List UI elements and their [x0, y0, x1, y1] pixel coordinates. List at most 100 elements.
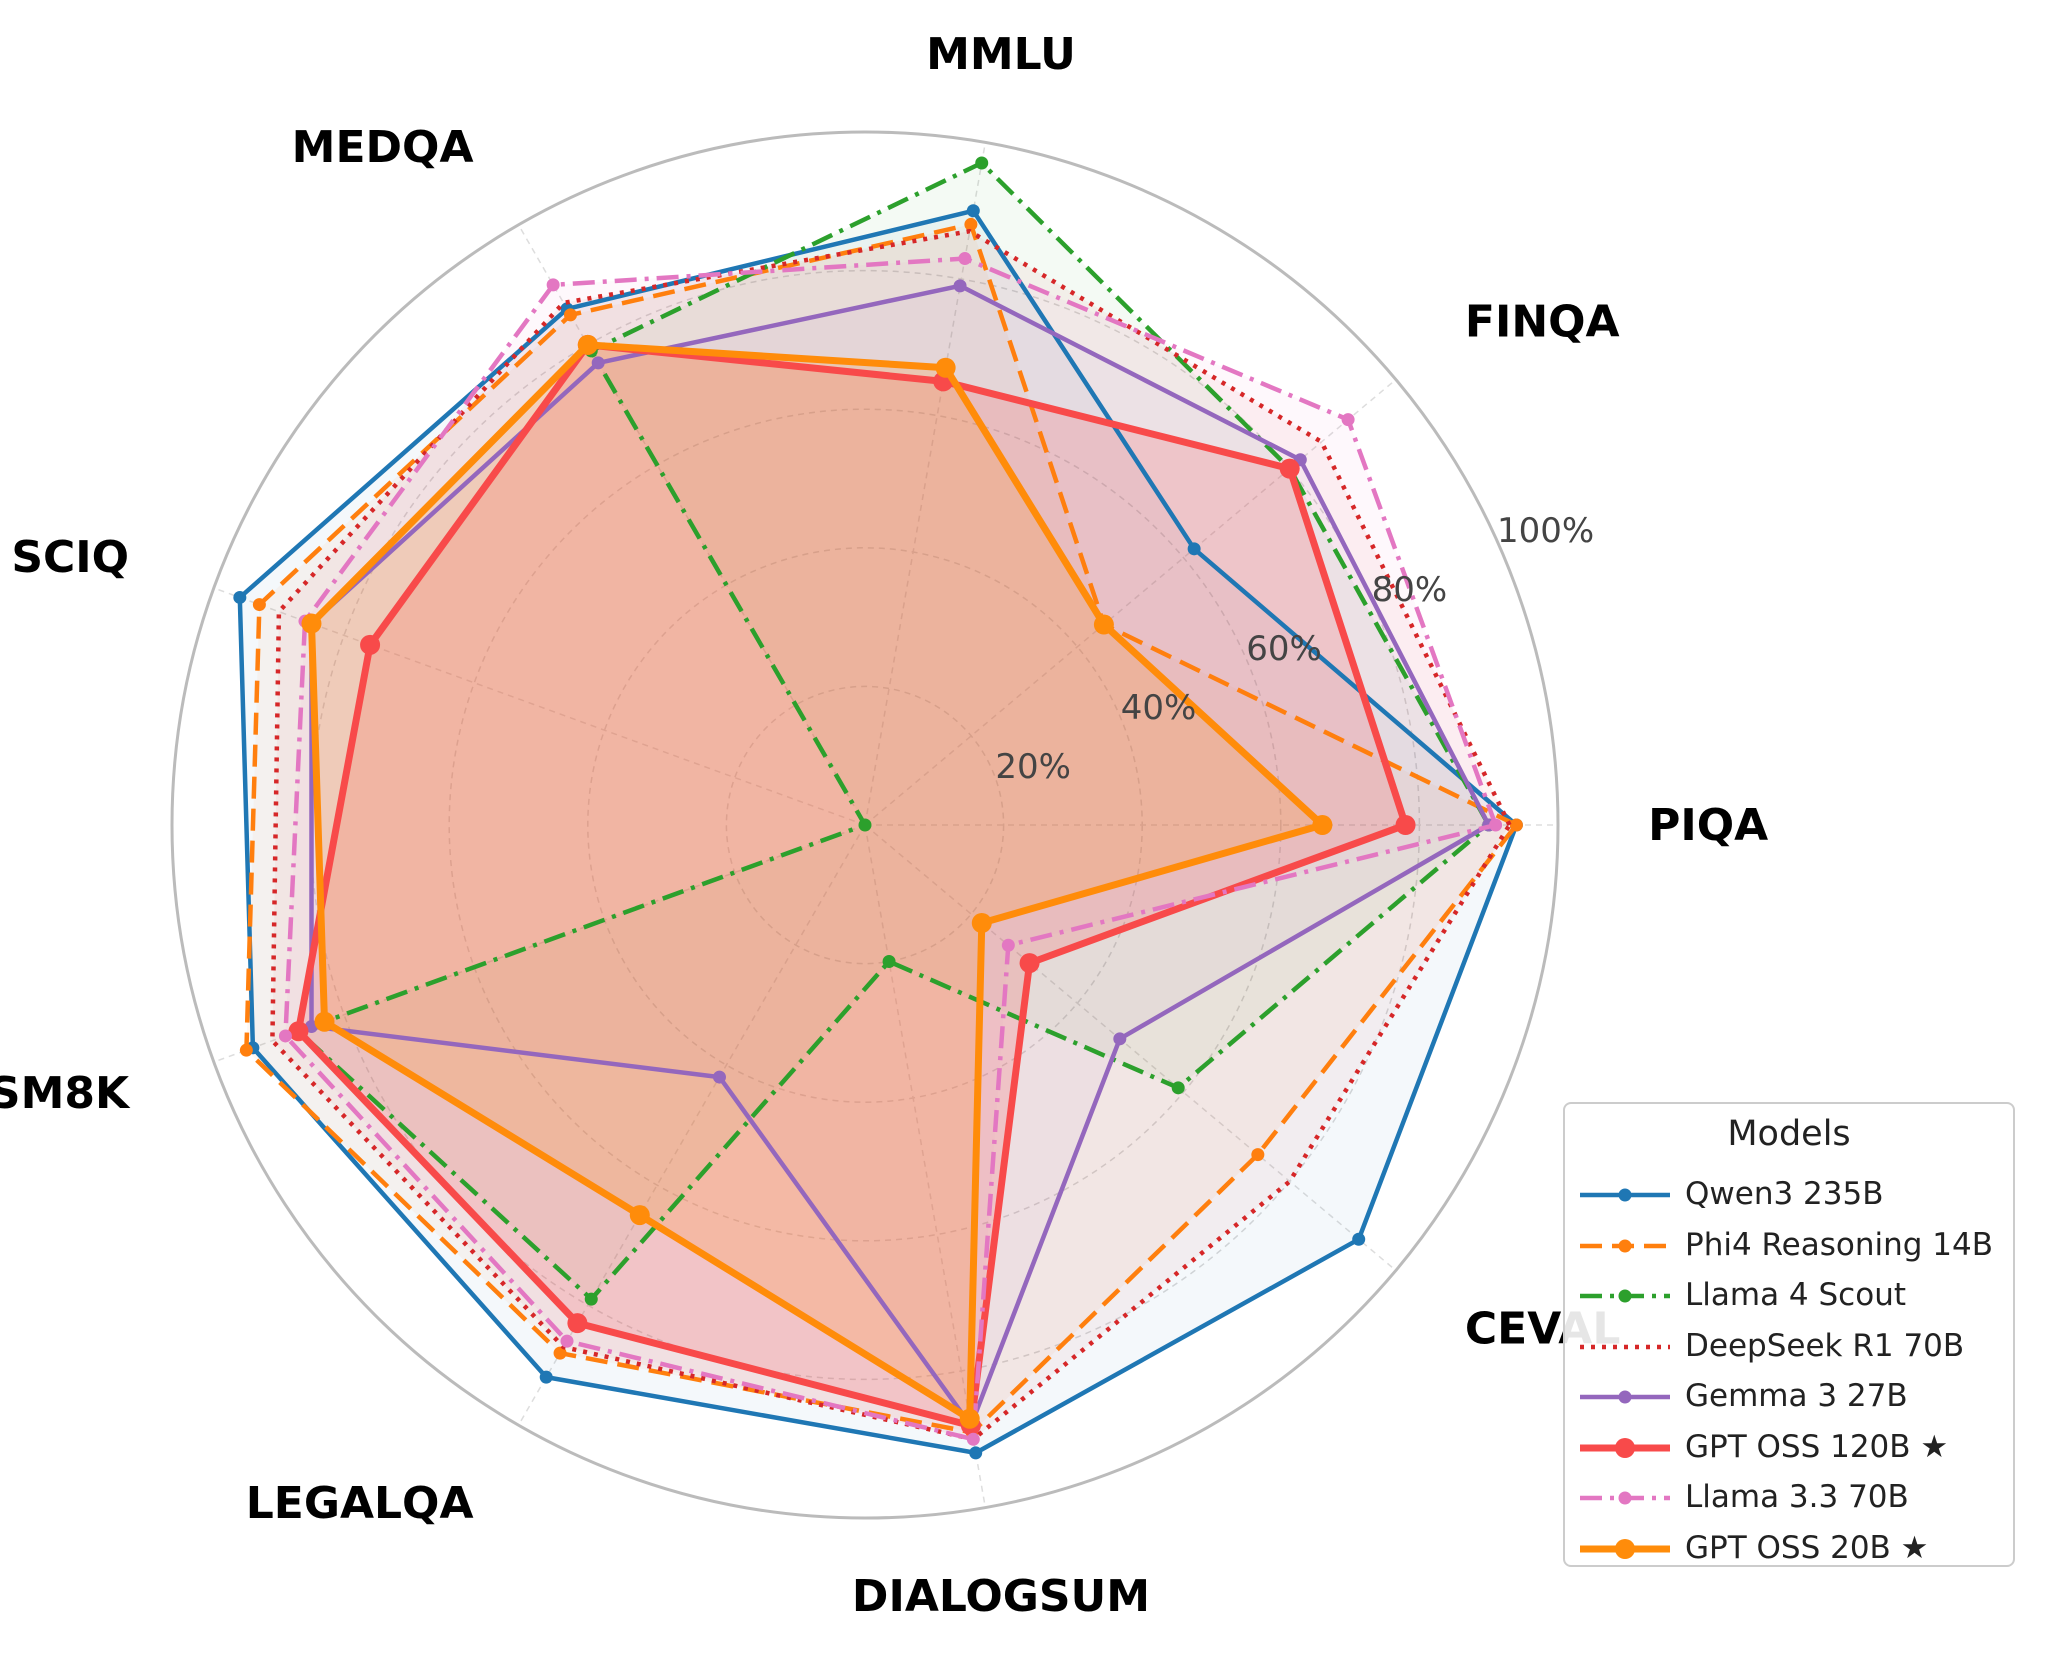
series-line-7 — [308, 341, 1326, 1423]
legend-item-7: GPT OSS 20B ★ — [1575, 1526, 2005, 1572]
legend-item-1: Phi4 Reasoning 14B — [1575, 1223, 2005, 1269]
series-0-point-2 — [966, 204, 980, 218]
series-2-point-4 — [858, 818, 872, 832]
axis-label-gsm8k: GSM8K — [0, 1068, 131, 1119]
grid-circle-20 — [725, 685, 1005, 965]
series-7-point-8 — [971, 912, 992, 933]
series-4-point-8 — [1113, 1032, 1127, 1046]
series-1-point-3 — [563, 308, 577, 322]
legend: Models Qwen3 235B Phi4 Reasoning 14B Llama… — [1563, 1102, 2015, 1567]
series-6-point-8 — [1001, 938, 1015, 952]
series-1-point-0 — [1509, 818, 1523, 832]
axis-label-piqa: PIQA — [1648, 800, 1768, 851]
legend-item-4: Gemma 3 27B — [1575, 1374, 2005, 1420]
series-line-3 — [270, 228, 1512, 1442]
series-line-5 — [294, 341, 1409, 1430]
legend-swatch — [1580, 1491, 1670, 1505]
axis-label-medqa: MEDQA — [292, 122, 474, 173]
legend-label: Llama 4 Scout — [1685, 1277, 1906, 1313]
series-7-point-3 — [577, 334, 598, 355]
legend-swatch — [1580, 1390, 1670, 1404]
series-5-point-4 — [360, 634, 381, 655]
radial-tick-label: 40% — [1121, 688, 1197, 728]
series-1-point-8 — [1251, 1148, 1265, 1162]
series-0-point-4 — [233, 590, 247, 604]
axis-label-legalqa: LEGALQA — [246, 1478, 474, 1529]
series-7-point-0 — [1312, 815, 1333, 835]
spoke-dialogsum — [864, 824, 987, 1508]
legend-item-2: Llama 4 Scout — [1575, 1273, 2005, 1319]
series-line-0 — [237, 208, 1519, 1456]
series-0-point-7 — [969, 1446, 983, 1460]
radial-tick-label: 60% — [1246, 629, 1322, 669]
legend-item-0: Qwen3 235B — [1575, 1172, 2005, 1218]
series-fill-1 — [246, 224, 1517, 1433]
legend-item-3: DeepSeek R1 70B — [1575, 1324, 2005, 1370]
spoke-ceval — [864, 824, 1397, 1272]
legend-label: GPT OSS 20B ★ — [1685, 1529, 1929, 1566]
series-1-point-6 — [553, 1346, 567, 1360]
axis-label-mmlu: MMLU — [926, 29, 1076, 80]
legend-label: Phi4 Reasoning 14B — [1685, 1226, 1994, 1263]
series-2-point-6 — [584, 1292, 598, 1306]
legend-swatch — [1580, 1437, 1670, 1458]
series-0-point-8 — [1352, 1232, 1366, 1246]
series-1-point-2 — [964, 217, 978, 231]
series-line-1 — [244, 222, 1519, 1435]
series-1-point-5 — [239, 1043, 253, 1057]
legend-label: Gemma 3 27B — [1685, 1378, 1908, 1414]
series-6-point-5 — [278, 1029, 292, 1043]
series-6-point-7 — [966, 1432, 980, 1446]
series-fill-4 — [311, 285, 1489, 1426]
series-2-point-2 — [975, 156, 989, 170]
series-6-point-6 — [560, 1334, 574, 1348]
series-line-6 — [283, 256, 1498, 1442]
series-fill-0 — [239, 210, 1517, 1453]
radial-tick-label: 20% — [995, 747, 1071, 787]
series-5-point-6 — [567, 1313, 588, 1334]
legend-title: Models — [1727, 1114, 1851, 1154]
legend-label: Qwen3 235B — [1685, 1176, 1884, 1212]
spoke-sciq — [213, 587, 866, 826]
axis-label-dialogsum: DIALOGSUM — [852, 1571, 1150, 1622]
series-2-point-8 — [1171, 1081, 1185, 1095]
series-7-point-6 — [629, 1205, 650, 1226]
series-4-point-2 — [953, 279, 967, 293]
series-6-point-1 — [1341, 413, 1355, 427]
series-7-point-1 — [1093, 614, 1114, 635]
series-line-4 — [309, 283, 1491, 1428]
legend-label: DeepSeek R1 70B — [1685, 1327, 1965, 1364]
outer-frame — [170, 130, 1560, 1520]
series-1-point-4 — [252, 598, 266, 612]
legend-item-6: Llama 3.3 70B — [1575, 1475, 2005, 1521]
radar-labels: 20% 40% 60% 80% 100% PIQA FINQA MMLU MEDQA SCIQ GS… — [0, 29, 1768, 1622]
series-6-point-0 — [1489, 818, 1503, 832]
series-5-point-0 — [1395, 815, 1416, 835]
series-2-point-7 — [882, 954, 896, 968]
series-7-point-5 — [314, 1011, 335, 1032]
series-5-point-5 — [288, 1021, 309, 1042]
legend-label: Llama 3.3 70B — [1685, 1479, 1909, 1515]
grid-circle-60 — [448, 408, 1282, 1242]
legend-swatch — [1580, 1289, 1670, 1303]
legend-swatch — [1580, 1538, 1670, 1559]
axis-label-sciq: SCIQ — [11, 532, 129, 583]
series-7-point-4 — [301, 613, 322, 634]
series-4-point-3 — [591, 356, 605, 370]
legend-swatch — [1580, 1344, 1670, 1349]
legend-label: GPT OSS 120B ★ — [1685, 1428, 1949, 1465]
series-6-point-2 — [958, 252, 972, 266]
series-5-point-8 — [1019, 953, 1040, 974]
series-fill-7 — [311, 344, 1323, 1419]
legend-swatch — [1580, 1188, 1670, 1202]
axis-label-finqa: FINQA — [1465, 297, 1620, 348]
series-7-point-2 — [935, 357, 956, 378]
series-fill-3 — [272, 231, 1510, 1440]
series-5-point-1 — [1279, 458, 1300, 479]
series-4-point-6 — [712, 1070, 726, 1084]
series-0-point-6 — [539, 1370, 553, 1384]
series-0-point-1 — [1187, 542, 1201, 556]
series-fill-5 — [298, 344, 1406, 1426]
radial-tick-label: 80% — [1372, 570, 1448, 610]
